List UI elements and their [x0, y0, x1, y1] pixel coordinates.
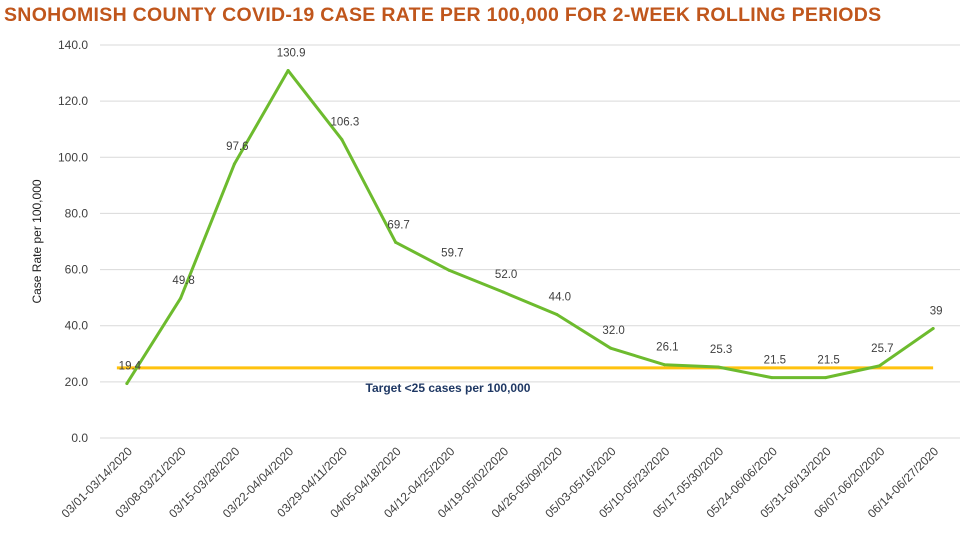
y-axis-label: Case Rate per 100,000 [30, 179, 44, 303]
data-label: 32.0 [602, 325, 624, 337]
data-label: 106.3 [330, 117, 359, 129]
series-line [125, 69, 935, 386]
y-tick-label: 60.0 [65, 263, 89, 277]
data-point [125, 382, 129, 386]
data-point [340, 138, 344, 142]
data-point [716, 365, 720, 369]
data-label: 39 [930, 306, 943, 318]
data-point [770, 376, 774, 380]
data-point [662, 363, 666, 367]
data-point [232, 162, 236, 166]
data-label: 19.4 [119, 361, 142, 373]
data-point [931, 327, 935, 331]
data-label: 130.9 [277, 48, 306, 60]
data-label: 25.3 [710, 344, 732, 356]
target-label: Target <25 cases per 100,000 [366, 381, 531, 395]
data-label: 69.7 [387, 219, 409, 231]
data-point [824, 376, 828, 380]
data-label: 49.8 [172, 275, 194, 287]
data-point [179, 296, 183, 300]
data-point [877, 364, 881, 368]
data-label: 21.5 [817, 355, 839, 367]
data-point [447, 268, 451, 272]
data-label: 44.0 [549, 291, 571, 303]
data-label: 25.7 [871, 343, 893, 355]
data-label: 52.0 [495, 269, 517, 281]
data-point [286, 69, 290, 73]
y-tick-label: 0.0 [71, 431, 88, 445]
y-tick-label: 80.0 [65, 206, 89, 220]
data-label: 21.5 [764, 355, 786, 367]
data-label: 59.7 [441, 247, 463, 259]
data-point [394, 240, 398, 244]
data-label: 26.1 [656, 342, 678, 354]
chart-title: SNOHOMISH COUNTY COVID-19 CASE RATE PER … [4, 4, 882, 26]
y-tick-label: 140.0 [58, 38, 88, 52]
data-point [555, 312, 559, 316]
y-tick-label: 120.0 [58, 94, 88, 108]
y-tick-label: 100.0 [58, 150, 88, 164]
y-tick-label: 40.0 [65, 319, 89, 333]
y-tick-label: 20.0 [65, 375, 89, 389]
data-point [609, 346, 613, 350]
data-label: 97.6 [226, 141, 248, 153]
data-point [501, 290, 505, 294]
